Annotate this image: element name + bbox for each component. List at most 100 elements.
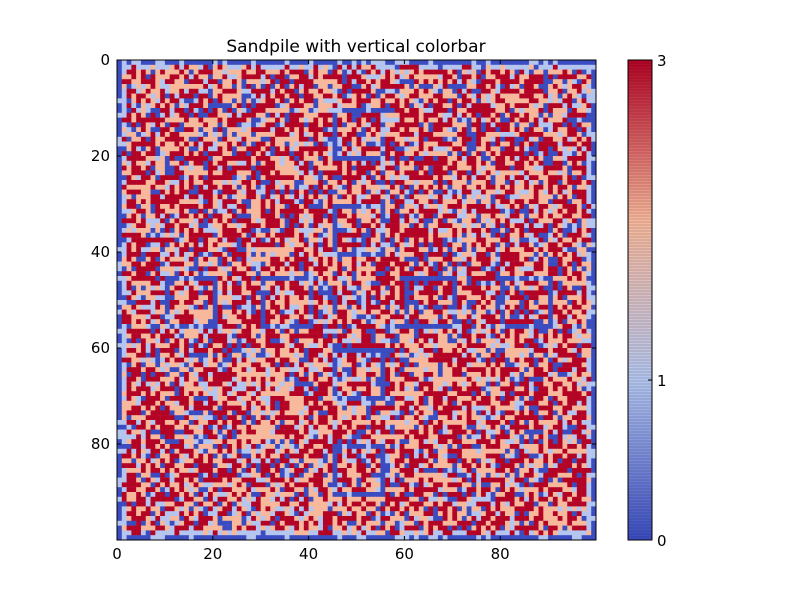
heatmap-cell [519, 74, 525, 80]
heatmap-cell [231, 141, 237, 147]
heatmap-cell [241, 290, 247, 296]
heatmap-cell [160, 184, 166, 190]
heatmap-cell [246, 84, 252, 90]
heatmap-cell [136, 223, 142, 229]
heatmap-cell [265, 218, 271, 224]
heatmap-cell [576, 88, 582, 94]
heatmap-cell [394, 64, 400, 70]
heatmap-cell [533, 213, 539, 219]
heatmap-cell [279, 117, 285, 123]
heatmap-cell [160, 242, 166, 248]
heatmap-cell [169, 213, 175, 219]
heatmap-cell [198, 199, 204, 205]
heatmap-cell [351, 151, 357, 157]
heatmap-cell [327, 252, 333, 258]
heatmap-cell [303, 204, 309, 210]
heatmap-cell [572, 84, 578, 90]
heatmap-cell [476, 295, 482, 301]
heatmap-cell [279, 213, 285, 219]
heatmap-cell [409, 146, 415, 152]
heatmap-cell [308, 232, 314, 238]
heatmap-cell [466, 79, 472, 85]
heatmap-cell [155, 228, 161, 234]
heatmap-cell [217, 237, 223, 243]
heatmap-cell [457, 204, 463, 210]
heatmap-cell [361, 295, 367, 301]
heatmap-cell [155, 146, 161, 152]
heatmap-cell [155, 160, 161, 166]
heatmap-cell [428, 256, 434, 262]
heatmap-cell [409, 122, 415, 128]
heatmap-cell [188, 204, 194, 210]
heatmap-cell [327, 79, 333, 85]
heatmap-cell [433, 160, 439, 166]
heatmap-cell [313, 276, 319, 282]
heatmap-cell [390, 280, 396, 286]
heatmap-cell [131, 218, 137, 224]
heatmap-cell [481, 165, 487, 171]
heatmap-cell [409, 252, 415, 258]
heatmap-cell [279, 127, 285, 133]
heatmap-cell [485, 271, 491, 277]
heatmap-cell [433, 127, 439, 133]
heatmap-cell [543, 295, 549, 301]
heatmap-cell [308, 84, 314, 90]
heatmap-cell [466, 127, 472, 133]
heatmap-cell [524, 189, 530, 195]
heatmap-cell [279, 84, 285, 90]
heatmap-cell [394, 170, 400, 176]
heatmap-cell [299, 141, 305, 147]
heatmap-cell [500, 252, 506, 258]
heatmap-cell [572, 199, 578, 205]
heatmap-cell [346, 295, 352, 301]
heatmap-cell [581, 64, 587, 70]
heatmap-cell [117, 280, 123, 286]
heatmap-cell [313, 256, 319, 262]
heatmap-cell [179, 60, 185, 66]
heatmap-cell [212, 84, 218, 90]
heatmap-cell [265, 93, 271, 99]
heatmap-cell [543, 247, 549, 253]
heatmap-cell [184, 271, 190, 277]
heatmap-cell [528, 122, 534, 128]
heatmap-cell [591, 189, 597, 195]
heatmap-cell [519, 103, 525, 109]
heatmap-cell [591, 117, 597, 123]
heatmap-cell [495, 93, 501, 99]
heatmap-cell [275, 79, 281, 85]
heatmap-cell [509, 108, 515, 114]
heatmap-cell [145, 189, 151, 195]
heatmap-cell [461, 136, 467, 142]
heatmap-cell [289, 117, 295, 123]
heatmap-cell [418, 276, 424, 282]
heatmap-cell [193, 146, 199, 152]
heatmap-cell [543, 136, 549, 142]
heatmap-cell [500, 271, 506, 277]
heatmap-cell [567, 69, 573, 75]
heatmap-cell [485, 295, 491, 301]
heatmap-cell [495, 108, 501, 114]
heatmap-cell [461, 60, 467, 66]
heatmap-cell [504, 290, 511, 296]
heatmap-cell [260, 108, 266, 114]
heatmap-cell [399, 117, 405, 123]
heatmap-cell [548, 252, 554, 258]
heatmap-cell [528, 256, 534, 262]
heatmap-cell [380, 64, 386, 70]
heatmap-cell [466, 180, 472, 186]
heatmap-cell [442, 69, 448, 75]
heatmap-cell [121, 165, 127, 171]
heatmap-cell [332, 285, 338, 291]
heatmap-cell [294, 189, 300, 195]
heatmap-cell [394, 117, 400, 123]
heatmap-cell [231, 184, 237, 190]
heatmap-cell [466, 218, 472, 224]
heatmap-cell [164, 151, 170, 157]
heatmap-cell [466, 122, 472, 128]
heatmap-cell [217, 88, 223, 94]
heatmap-cell [299, 151, 305, 157]
heatmap-cell [500, 64, 506, 70]
heatmap-cell [461, 141, 467, 147]
heatmap-cell [519, 256, 525, 262]
heatmap-cell [145, 223, 151, 229]
